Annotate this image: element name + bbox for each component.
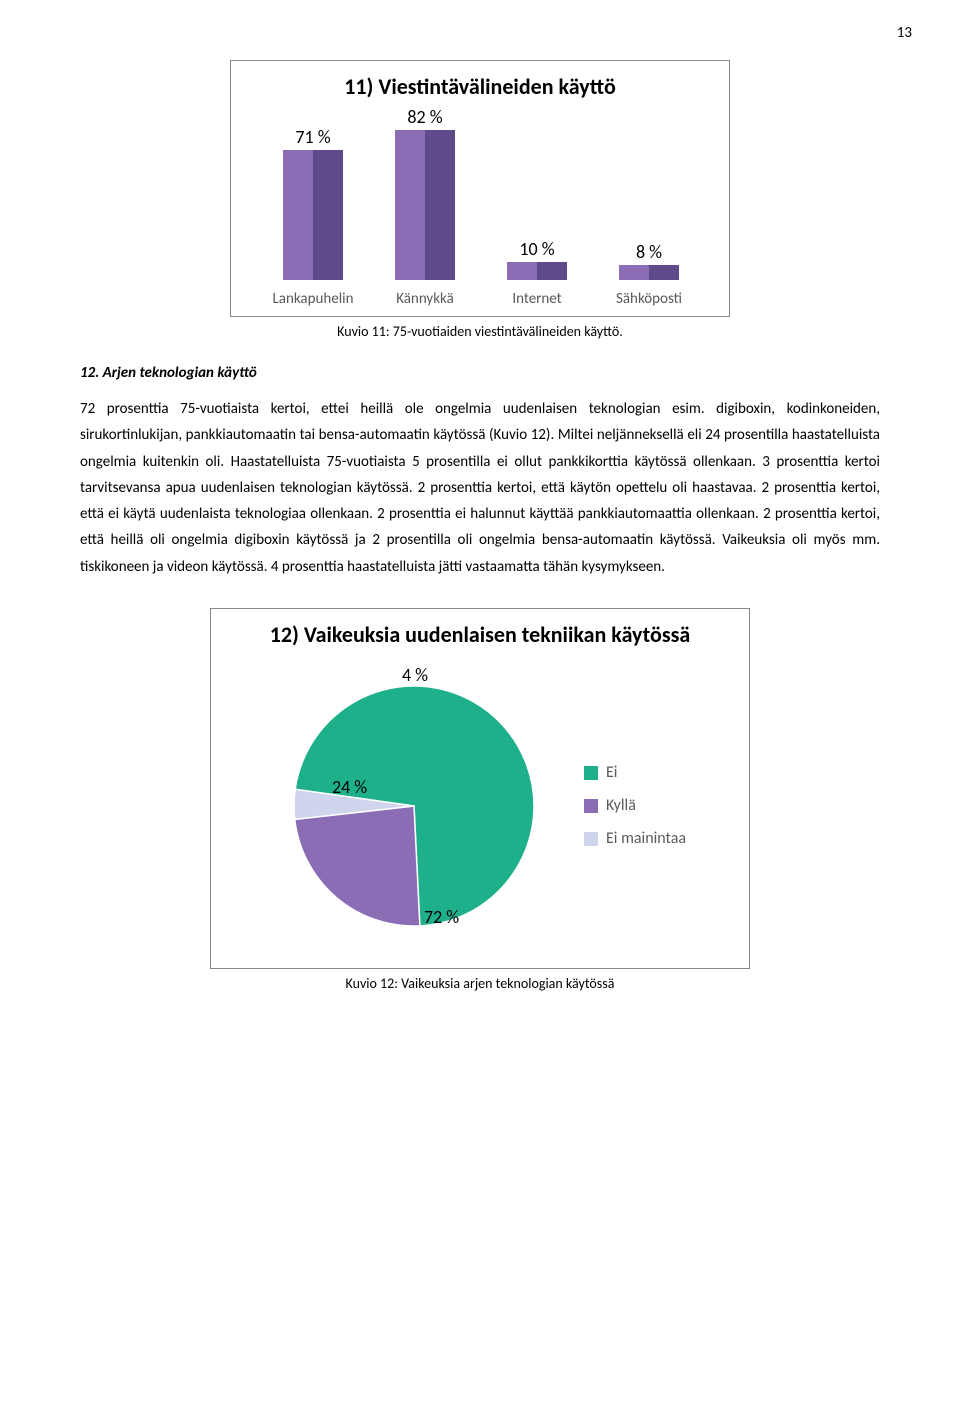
bar <box>283 150 343 280</box>
bar <box>507 262 567 280</box>
pie-value-label: 24 % <box>332 776 367 798</box>
legend-swatch <box>584 799 598 813</box>
pie-chart: 72 % 24 % 4 % <box>274 666 554 946</box>
bar-category-label: Lankapuhelin <box>257 290 369 308</box>
pie-chart-caption: Kuvio 12: Vaikeuksia arjen teknologian k… <box>80 975 880 992</box>
pie-value-label: 4 % <box>402 664 428 686</box>
pie-chart-title: 12) Vaikeuksia uudenlaisen tekniikan käy… <box>227 621 733 648</box>
pie-chart-frame: 12) Vaikeuksia uudenlaisen tekniikan käy… <box>210 608 750 969</box>
bar-chart-title: 11) Viestintävälineiden käyttö <box>247 73 713 100</box>
bar-category-label: Sähköposti <box>593 290 705 308</box>
bar-category-label: Internet <box>481 290 593 308</box>
bar-value-label: 82 % <box>369 106 481 128</box>
bar-value-label: 10 % <box>481 238 593 260</box>
bar-cell: 71 % <box>257 126 369 280</box>
pie-chart-legend: Ei Kyllä Ei mainintaa <box>584 763 686 848</box>
bar-chart-frame: 11) Viestintävälineiden käyttö Lankapuhe… <box>230 60 730 317</box>
section-heading: 12. Arjen teknologian käyttö <box>80 364 880 382</box>
pie-slice <box>295 806 420 926</box>
bar-value-label: 71 % <box>257 126 369 148</box>
legend-label: Ei mainintaa <box>606 829 686 848</box>
legend-swatch <box>584 832 598 846</box>
page-number: 13 <box>897 24 912 42</box>
legend-item: Ei mainintaa <box>584 829 686 848</box>
bar <box>395 130 455 280</box>
legend-label: Ei <box>606 763 617 782</box>
legend-swatch <box>584 766 598 780</box>
bar-value-label: 8 % <box>593 241 705 263</box>
bar-chart-plot: LankapuhelinKännykkäInternetSähköposti 7… <box>257 108 703 308</box>
legend-label: Kyllä <box>606 796 636 815</box>
bar-category-label: Kännykkä <box>369 290 481 308</box>
bar-cell: 10 % <box>481 238 593 280</box>
bar-cell: 8 % <box>593 241 705 280</box>
bar-cell: 82 % <box>369 106 481 280</box>
bar-chart-category-row: LankapuhelinKännykkäInternetSähköposti <box>257 284 703 308</box>
pie-svg <box>274 666 554 946</box>
pie-chart-wrap: 72 % 24 % 4 % Ei Kyllä Ei mainintaa <box>227 656 733 960</box>
legend-item: Ei <box>584 763 686 782</box>
bar-chart-caption: Kuvio 11: 75-vuotiaiden viestintävälinei… <box>80 323 880 340</box>
body-text: 72 prosenttia 75-vuotiaista kertoi, ette… <box>80 396 880 580</box>
bar <box>619 265 679 280</box>
pie-value-label: 72 % <box>424 906 459 928</box>
legend-item: Kyllä <box>584 796 686 815</box>
